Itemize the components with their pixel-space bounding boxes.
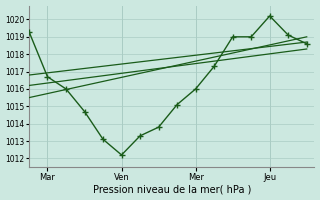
X-axis label: Pression niveau de la mer( hPa ): Pression niveau de la mer( hPa ) [92, 184, 251, 194]
